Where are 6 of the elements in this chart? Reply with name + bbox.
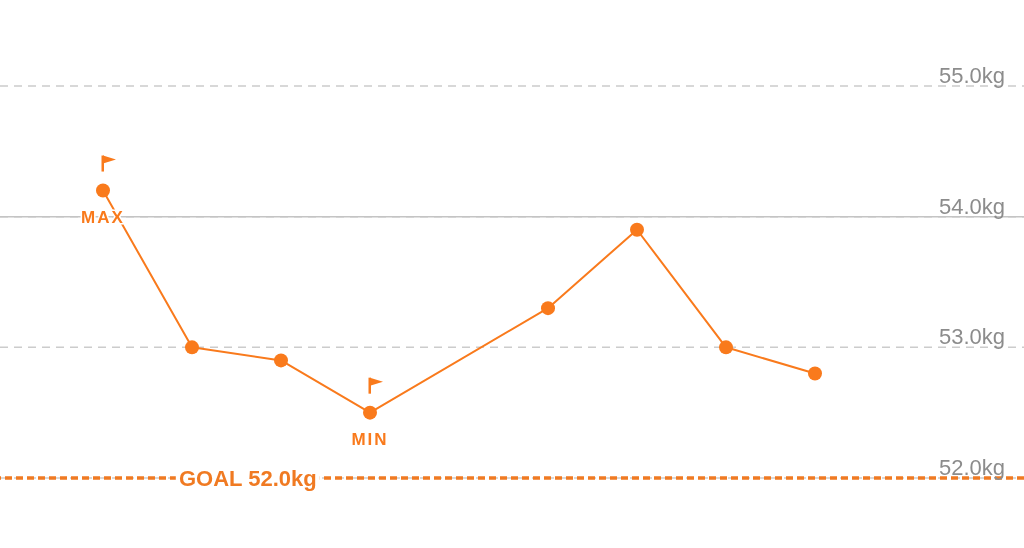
ref-line-label: GOAL 52.0kg [178,466,317,491]
y-tick-label: 52.0kg [938,455,1005,480]
y-tick-label: 53.0kg [938,324,1005,350]
y-tick-label: 54.0kg [938,193,1005,219]
annotation: MIN [351,429,389,449]
y-tick-label: 55.0kg [938,63,1005,88]
